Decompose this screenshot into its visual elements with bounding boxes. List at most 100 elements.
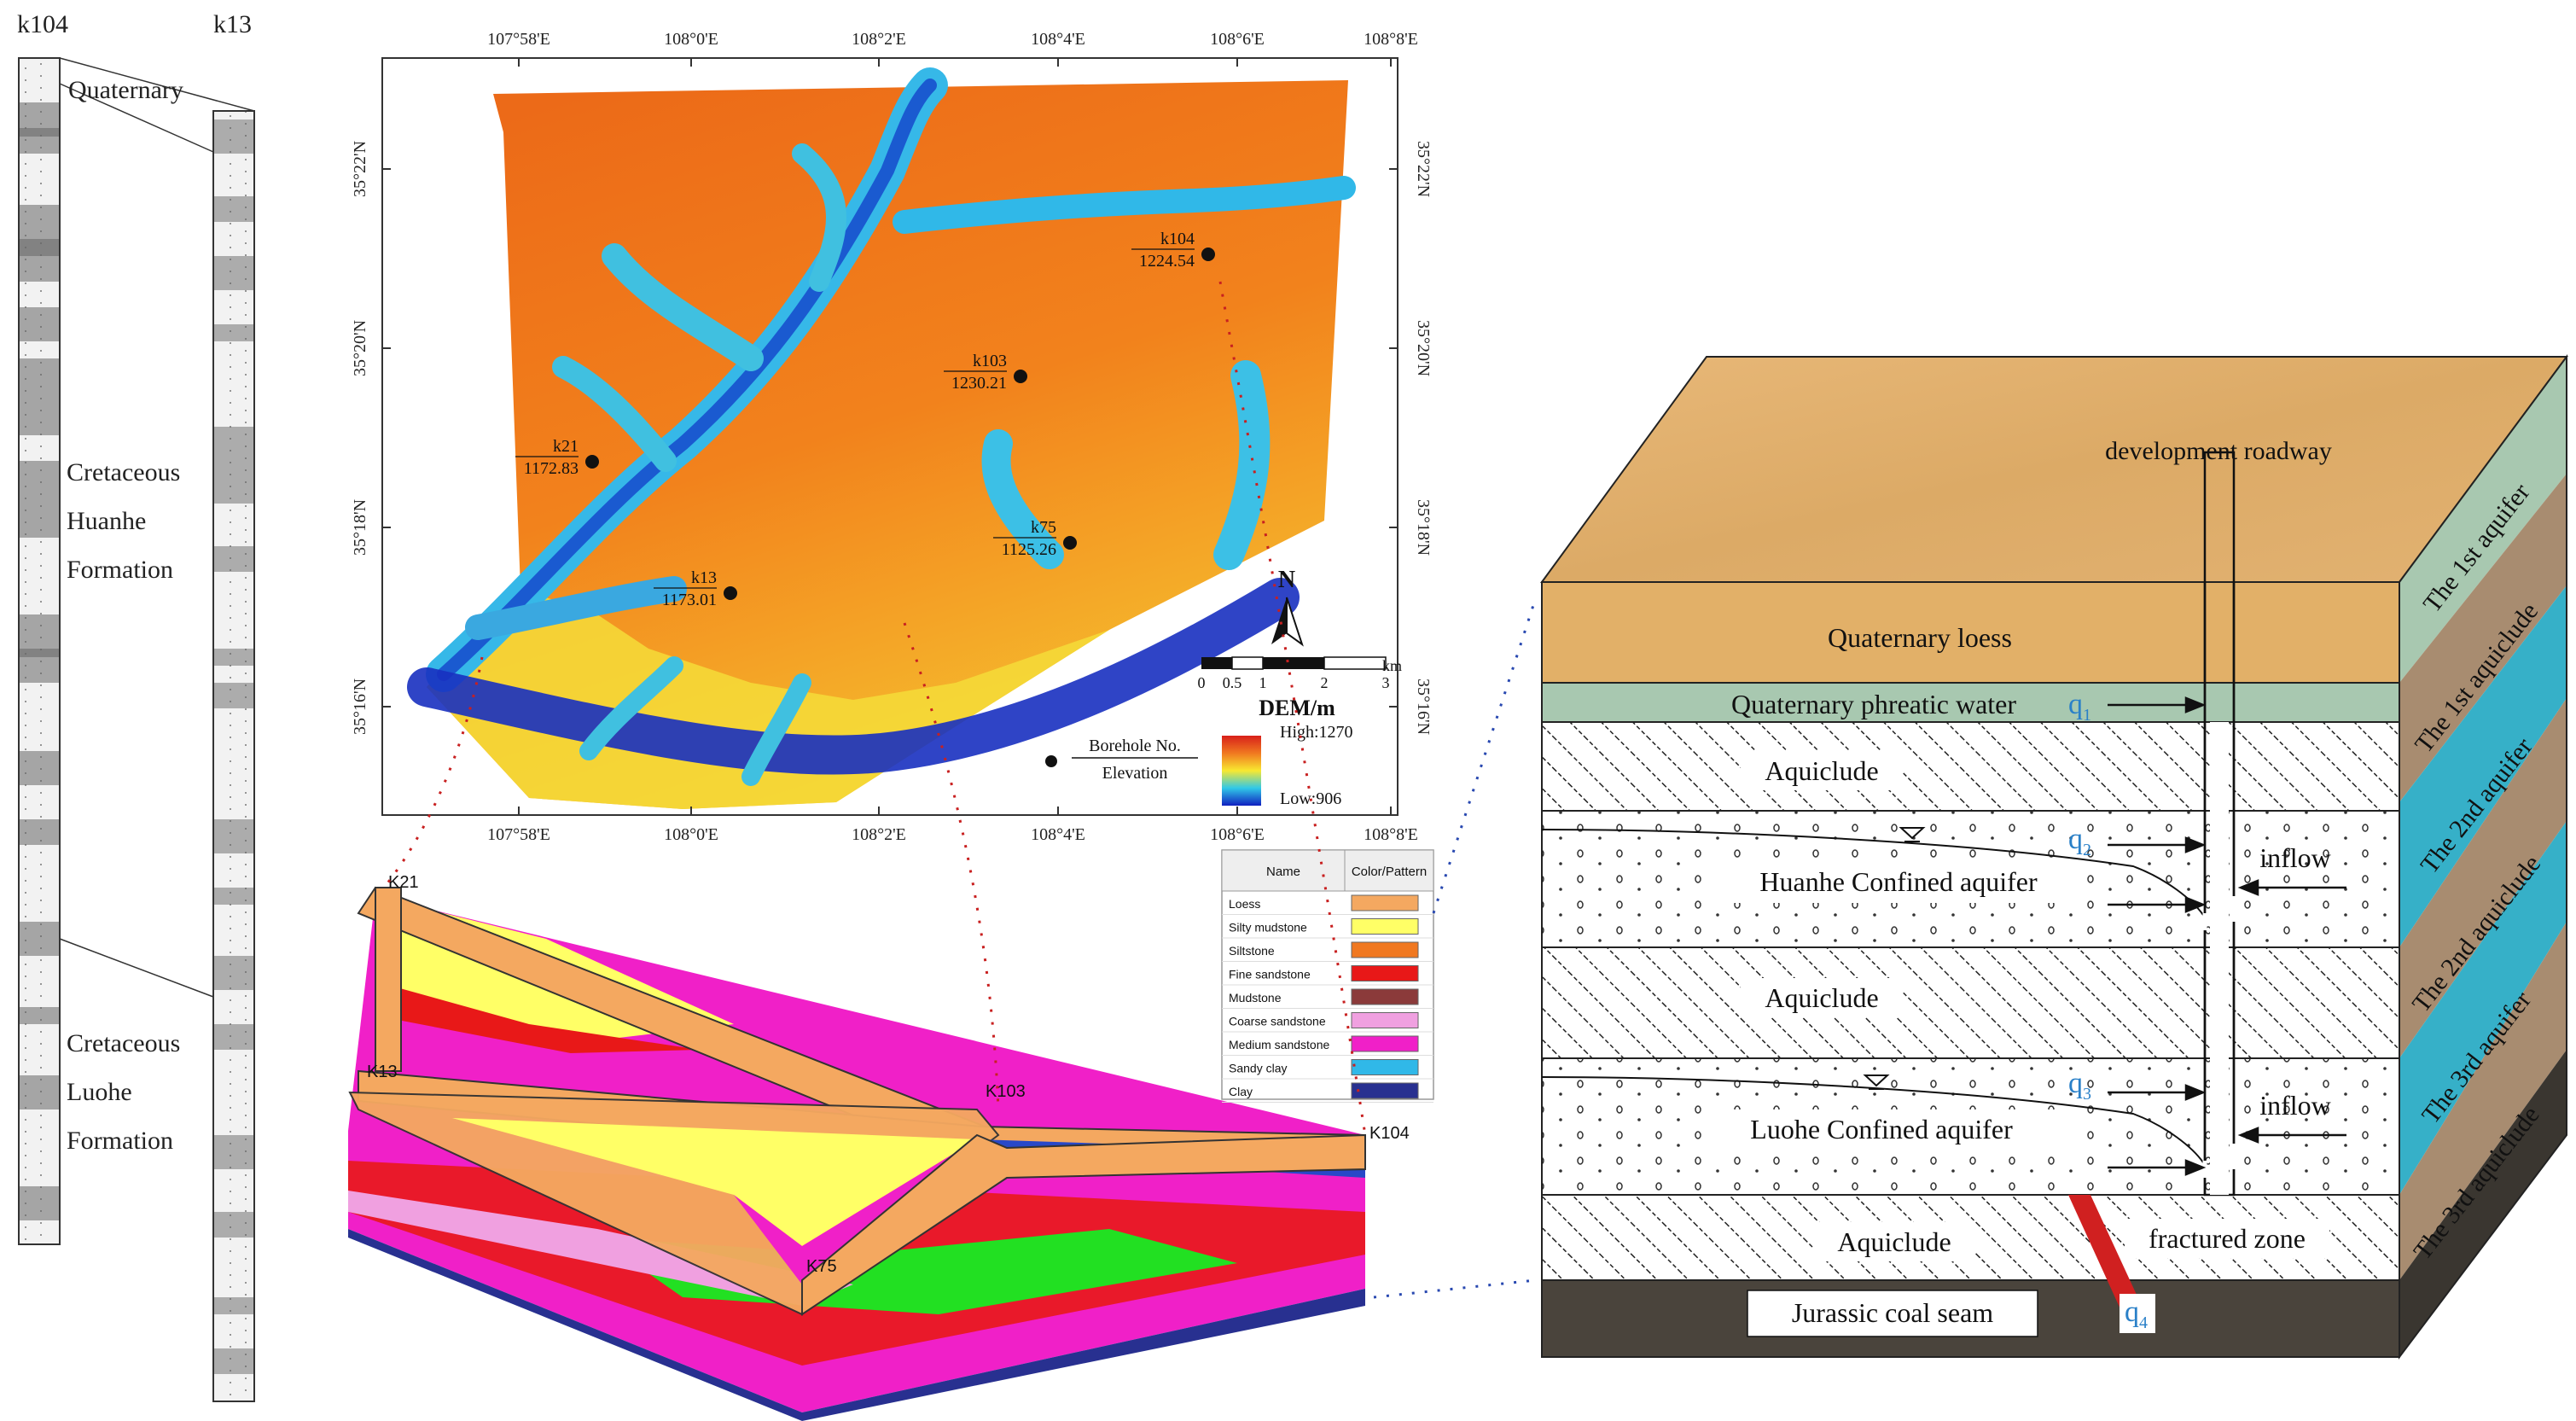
dem-high: High:1270 [1280, 723, 1353, 742]
column-k13 [212, 110, 255, 1402]
legend-elevation: Elevation [1102, 764, 1168, 783]
borehole-elevation: 1230.21 [951, 374, 1007, 393]
lat-tick-left: 35°20'N [351, 320, 369, 376]
formation-luohe-line2: Luohe [67, 1078, 132, 1106]
inflow-label-1: inflow [2259, 842, 2331, 873]
layer-aquiclude-2: Aquiclude [1765, 982, 1878, 1013]
legend-item-name: Mudstone [1229, 991, 1282, 1005]
connector-lines [382, 281, 1367, 1136]
legend-item-swatch [1351, 988, 1419, 1005]
legend-item-swatch [1351, 1012, 1419, 1028]
borehole-name: k13 [691, 568, 717, 587]
lon-tick-top: 108°8'E [1364, 30, 1418, 49]
flow-arrows [2108, 696, 2346, 1176]
lat-tick-left: 35°16'N [351, 678, 369, 735]
borehole-k104-label: k104 [17, 10, 68, 38]
legend-item-swatch [1351, 965, 1419, 981]
borehole-name: k21 [553, 437, 579, 456]
river-network [407, 67, 1356, 786]
legend-item-swatch [1351, 894, 1419, 911]
formation-huanhe-line1: Cretaceous [67, 458, 180, 486]
layer-luohe-aquifer: Luohe Confined aquifer [1750, 1114, 2013, 1144]
dem-colorbar [1222, 736, 1261, 806]
legend-item-swatch [1351, 1082, 1419, 1099]
formation-luohe-line3: Formation [67, 1127, 173, 1155]
layer-quaternary-loess: Quaternary loess [1828, 622, 2012, 653]
borehole-elevation: 1125.26 [1002, 540, 1056, 559]
formation-luohe-line1: Cretaceous [67, 1029, 180, 1057]
model-borehole-label: K103 [986, 1082, 1026, 1101]
borehole-marker [585, 455, 599, 469]
legend-item-swatch [1351, 918, 1419, 935]
block-top-face [1540, 356, 2568, 583]
map-boreholes: k104 1224.54 k103 1230.21 k21 1172.83 k75 1125.… [515, 230, 1215, 609]
legend-item-name: Fine sandstone [1229, 968, 1311, 981]
layer-phreatic-water: Quaternary phreatic water [1731, 689, 2016, 719]
q3-label: q3 [2068, 1068, 2091, 1104]
model-borehole-label: K104 [1369, 1124, 1410, 1143]
correlation-line [59, 83, 214, 153]
lat-tick-right: 35°16'N [1414, 678, 1433, 735]
legend-item-swatch [1351, 1059, 1419, 1075]
borehole-marker [724, 586, 737, 600]
borehole-marker [1063, 536, 1077, 550]
model-borehole-label: K21 [388, 873, 419, 892]
lat-tick-right: 35°22'N [1414, 141, 1433, 197]
legend-item-name: Coarse sandstone [1229, 1015, 1326, 1028]
dem-title: DEM/m [1259, 696, 1335, 720]
legend-item-swatch [1351, 941, 1419, 958]
borehole-elevation: 1172.83 [524, 459, 579, 478]
legend-item-name: Siltstone [1229, 944, 1275, 958]
lon-tick-bottom: 108°6'E [1210, 825, 1265, 844]
scale-tick: 0 [1198, 674, 1206, 691]
borehole-name: k75 [1031, 518, 1056, 537]
scale-unit: km [1382, 657, 1402, 674]
lat-tick-right: 35°20'N [1414, 320, 1433, 376]
lon-tick-bottom: 107°58'E [487, 825, 550, 844]
lon-tick-bottom: 108°0'E [664, 825, 718, 844]
borehole-k13-label: k13 [213, 10, 252, 38]
fractured-zone-label: fractured zone [2149, 1223, 2306, 1254]
correlation-line [59, 57, 255, 112]
lat-tick-left: 35°18'N [351, 499, 369, 556]
lon-tick-top: 108°4'E [1031, 30, 1085, 49]
lat-tick-left: 35°22'N [351, 141, 369, 197]
q1-label: q1 [2068, 689, 2091, 725]
borehole-marker [1014, 370, 1027, 383]
lon-tick-bottom: 108°4'E [1031, 825, 1085, 844]
layer-aquiclude-1: Aquiclude [1765, 755, 1878, 786]
q4-label: q4 [2125, 1296, 2148, 1332]
dem-legend: DEM/m High:1270 Low:906 Borehole No. Ele… [1045, 696, 1353, 808]
layer-coal-seam: Jurassic coal seam [1792, 1297, 1993, 1328]
layer-legend: Name Color/Pattern Loess Silty mudstone Si… [1221, 849, 1434, 1103]
formation-huanhe-line2: Huanhe [67, 507, 146, 535]
model-borehole-label: K75 [806, 1257, 837, 1276]
inflow-label-2: inflow [2259, 1090, 2331, 1121]
correlation-line [59, 938, 214, 998]
dem-surface [427, 80, 1348, 809]
north-arrow-icon: N [1271, 567, 1304, 647]
hydro-block: development roadway Quaternary loess Qua… [1540, 353, 2568, 1360]
legend-item-name: Medium sandstone [1229, 1038, 1330, 1051]
lon-tick-top: 108°0'E [664, 30, 718, 49]
legend-item-name: Silty mudstone [1229, 921, 1307, 935]
scale-tick: 0.5 [1223, 674, 1242, 691]
geological-3d-model: K21 K13 K103 K104 K75 Name Color/Pattern Loe… [348, 849, 1434, 1421]
legend-header-pattern: Color/Pattern [1352, 865, 1427, 879]
borehole-elevation: 1173.01 [662, 591, 717, 609]
scale-tick: 3 [1382, 674, 1390, 691]
borehole-elevation: 1224.54 [1139, 252, 1195, 271]
legend-borehole-no: Borehole No. [1089, 737, 1181, 755]
layer-aquiclude-3: Aquiclude [1837, 1226, 1951, 1257]
longitude-ticks: 107°58'E 107°58'E 108°0'E 108°0'E 108°2'E 108… [487, 30, 1418, 844]
dem-map: 107°58'E 107°58'E 108°0'E 108°0'E 108°2'E 108… [351, 30, 1433, 844]
formation-quaternary-label: Quaternary [68, 76, 183, 104]
lon-tick-top: 108°6'E [1210, 30, 1265, 49]
north-label: N [1278, 567, 1295, 593]
legend-header-name: Name [1266, 865, 1300, 879]
scale-tick: 2 [1321, 674, 1329, 691]
column-bands [20, 102, 253, 1374]
lat-tick-right: 35°18'N [1414, 499, 1433, 556]
layer-huanhe-aquifer: Huanhe Confined aquifer [1759, 866, 2038, 897]
